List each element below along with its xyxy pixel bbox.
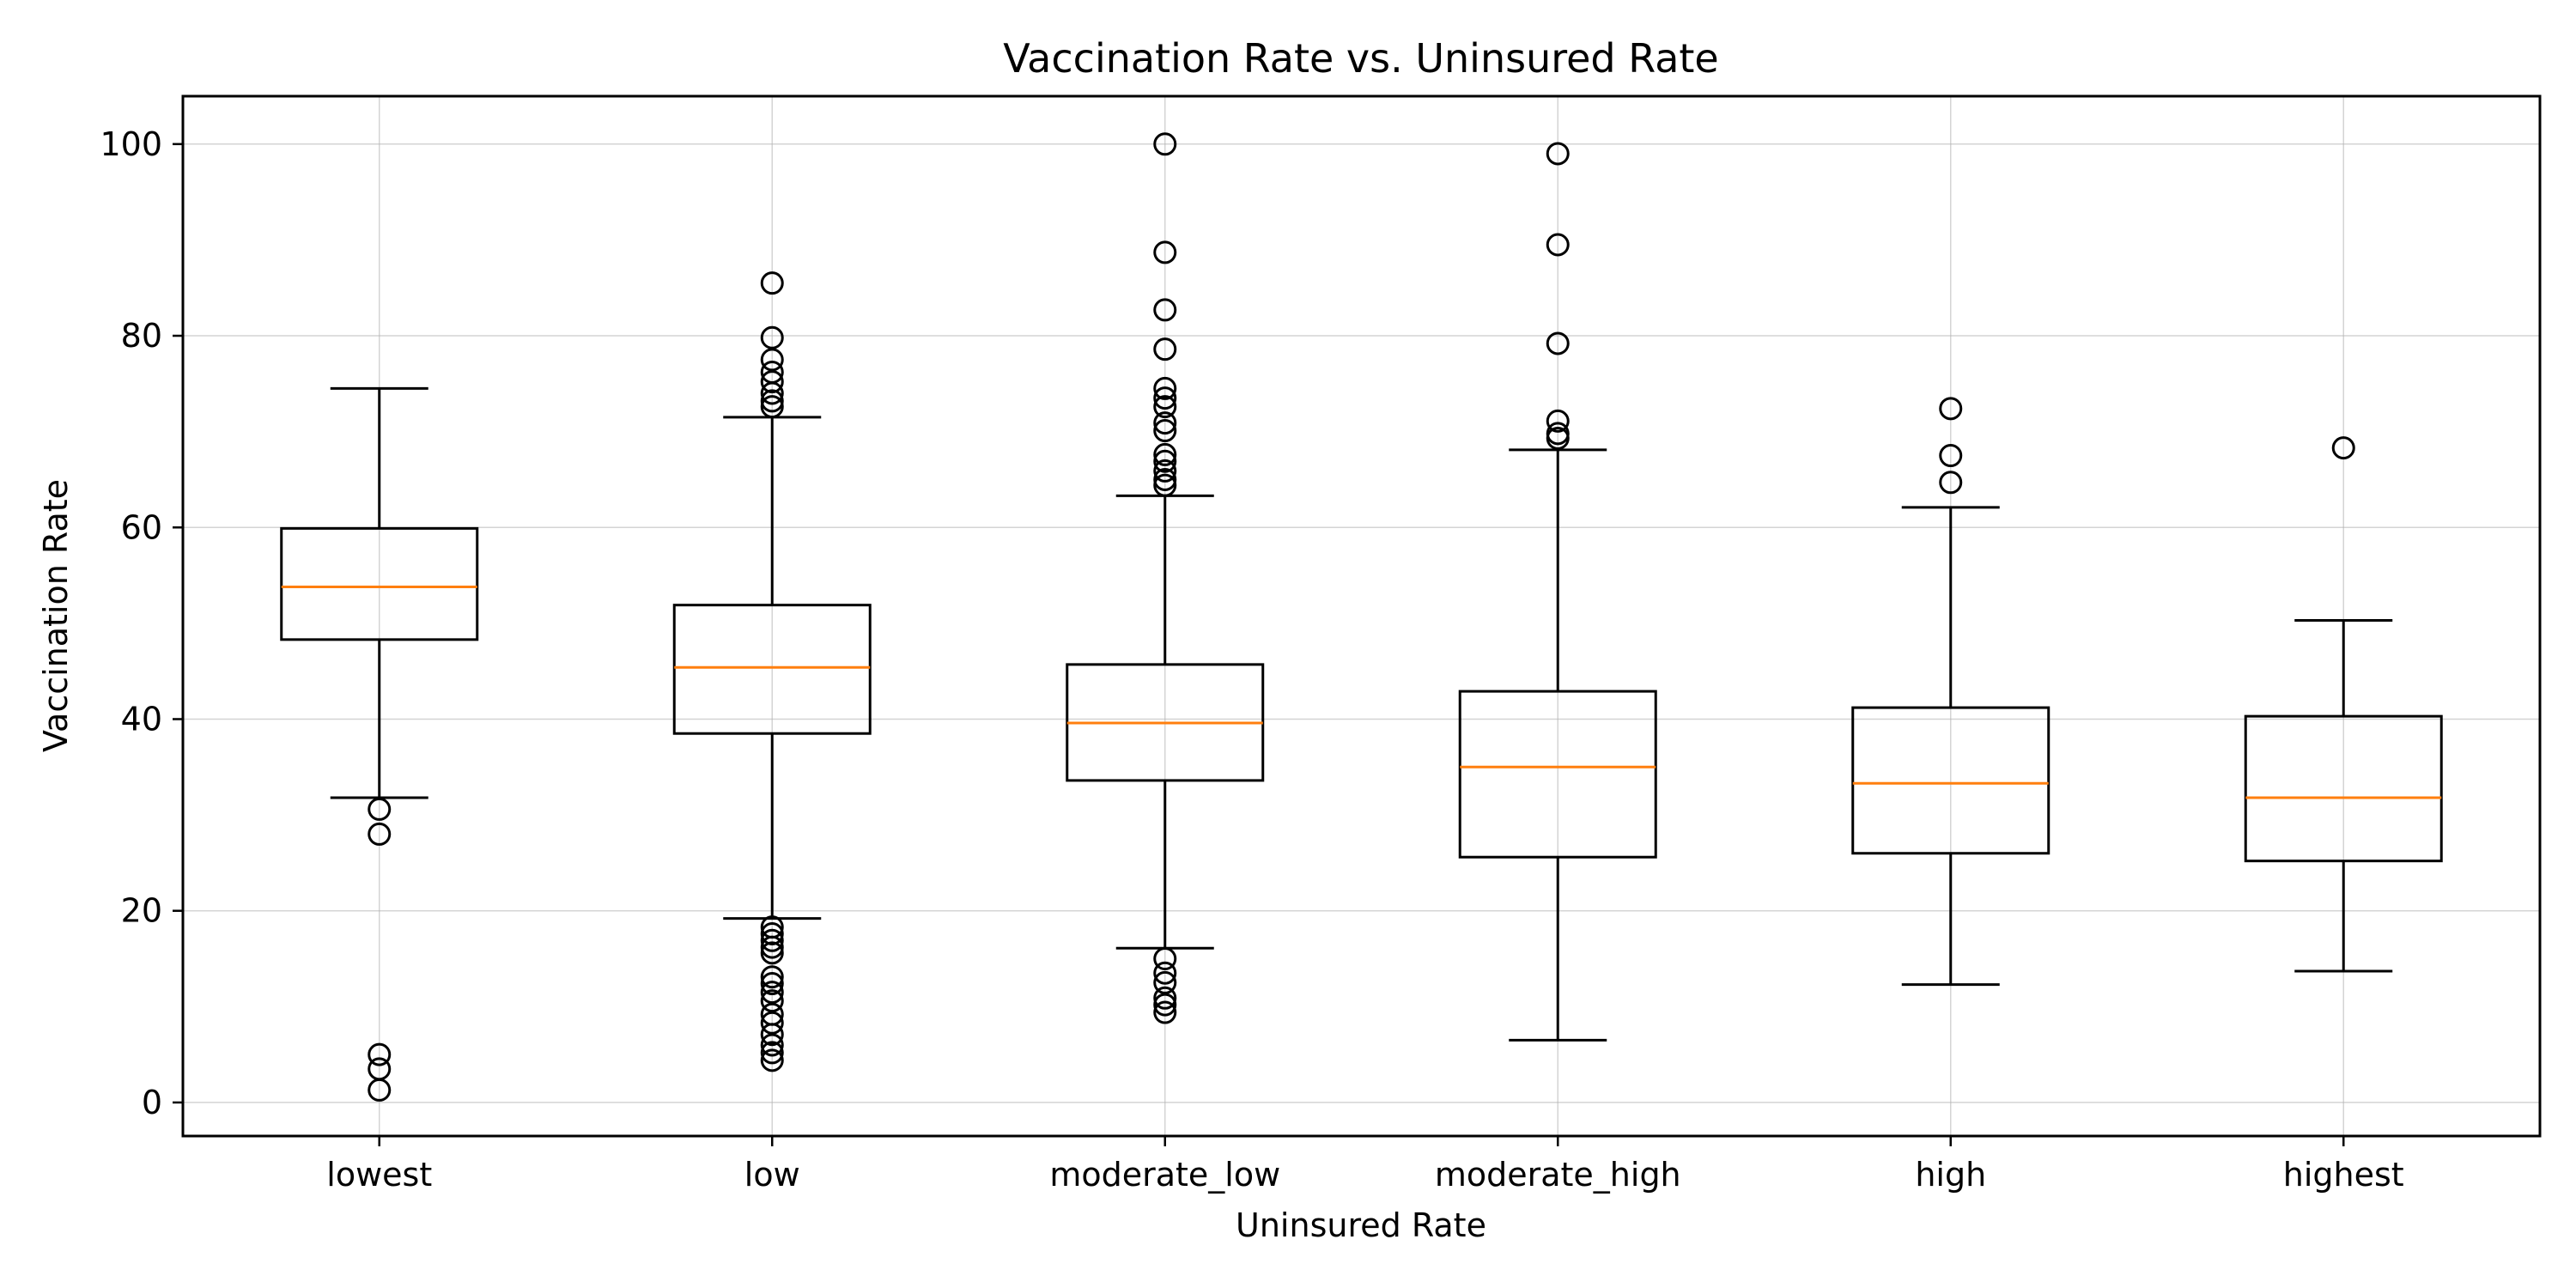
outlier-point: [1153, 961, 1177, 985]
outlier-point: [1153, 298, 1177, 322]
outlier-point: [1153, 442, 1177, 466]
y-tick-label: 40: [121, 700, 162, 738]
outlier-point: [368, 1078, 392, 1102]
plot-area-frame: [181, 94, 2542, 1138]
outlier-point: [1546, 142, 1570, 166]
iqr-box: [1851, 706, 2050, 855]
outlier-point: [760, 941, 784, 965]
y-tick-label: 60: [121, 508, 162, 546]
tick-layer: 0 20 40 60 80 100 lowest low moderate_low moderat…: [100, 125, 2403, 1194]
outlier-point: [760, 271, 784, 295]
outlier-point: [760, 1011, 784, 1035]
y-tick-label: 100: [100, 125, 162, 163]
outlier-point: [1939, 397, 1963, 421]
outlier-point: [1153, 467, 1177, 491]
outlier-point: [760, 1048, 784, 1072]
outlier-point: [1153, 240, 1177, 264]
grid-layer: [183, 96, 2540, 1136]
outlier-point: [368, 1042, 392, 1066]
outlier-point: [760, 370, 784, 394]
outlier-point: [760, 928, 784, 952]
iqr-box: [280, 526, 479, 641]
outlier-point: [1153, 947, 1177, 971]
outlier-point: [760, 989, 784, 1013]
iqr-box: [672, 604, 872, 735]
x-tick-label-moderate-high: moderate_high: [1435, 1156, 1681, 1194]
outlier-point: [760, 381, 784, 405]
outlier-point: [1546, 233, 1570, 257]
x-tick-label-low: low: [744, 1156, 800, 1194]
y-tick-label: 80: [121, 317, 162, 355]
outlier-point: [1153, 970, 1177, 994]
outlier-point: [1153, 419, 1177, 443]
y-tick-label: 0: [142, 1084, 162, 1121]
outlier-point: [1153, 411, 1177, 435]
outlier-point: [1153, 993, 1177, 1017]
x-tick-label-high: high: [1915, 1156, 1986, 1194]
outlier-point: [760, 972, 784, 996]
outlier-point: [1153, 395, 1177, 419]
iqr-box: [1458, 690, 1657, 859]
y-tick-label: 20: [121, 892, 162, 930]
box-group-moderate-high: [1458, 142, 1657, 1042]
outlier-point: [760, 325, 784, 349]
box-group-high: [1851, 397, 2050, 987]
box-group-moderate-low: [1066, 132, 1265, 1024]
outlier-point: [760, 395, 784, 419]
x-tick-label-moderate-low: moderate_low: [1049, 1156, 1280, 1194]
outlier-point: [1939, 471, 1963, 495]
box-group-highest: [2244, 436, 2443, 973]
outlier-point: [1153, 386, 1177, 410]
outlier-point: [1153, 473, 1177, 497]
box-group-lowest: [280, 386, 479, 1102]
outlier-point: [760, 921, 784, 945]
box-group-low: [672, 271, 872, 1072]
x-tick-label-highest: highest: [2283, 1156, 2404, 1194]
outlier-point: [760, 348, 784, 372]
chart-title: Vaccination Rate vs. Uninsured Rate: [1003, 35, 1718, 82]
outlier-point: [760, 389, 784, 413]
iqr-box: [2244, 714, 2443, 863]
outlier-point: [1153, 337, 1177, 361]
outlier-point: [1546, 409, 1570, 433]
outlier-point: [760, 965, 784, 989]
outlier-point: [760, 1023, 784, 1047]
x-axis-label: Uninsured Rate: [1236, 1206, 1486, 1244]
outlier-point: [1153, 986, 1177, 1010]
outlier-point: [760, 981, 784, 1005]
outlier-point: [2331, 436, 2355, 460]
box-layer: [280, 132, 2443, 1102]
outlier-point: [1153, 459, 1177, 483]
outlier-point: [760, 1041, 784, 1065]
outlier-point: [368, 822, 392, 846]
outlier-point: [1153, 132, 1177, 156]
y-axis-label: Vaccination Rate: [37, 479, 75, 752]
outlier-point: [1153, 1000, 1177, 1024]
outlier-point: [1153, 449, 1177, 473]
outlier-point: [1939, 444, 1963, 468]
x-tick-label-lowest: lowest: [326, 1156, 432, 1194]
outlier-point: [1546, 426, 1570, 450]
outlier-point: [1153, 376, 1177, 400]
outlier-point: [368, 797, 392, 821]
outlier-point: [1546, 331, 1570, 355]
outlier-point: [760, 935, 784, 959]
outlier-point: [760, 1033, 784, 1057]
